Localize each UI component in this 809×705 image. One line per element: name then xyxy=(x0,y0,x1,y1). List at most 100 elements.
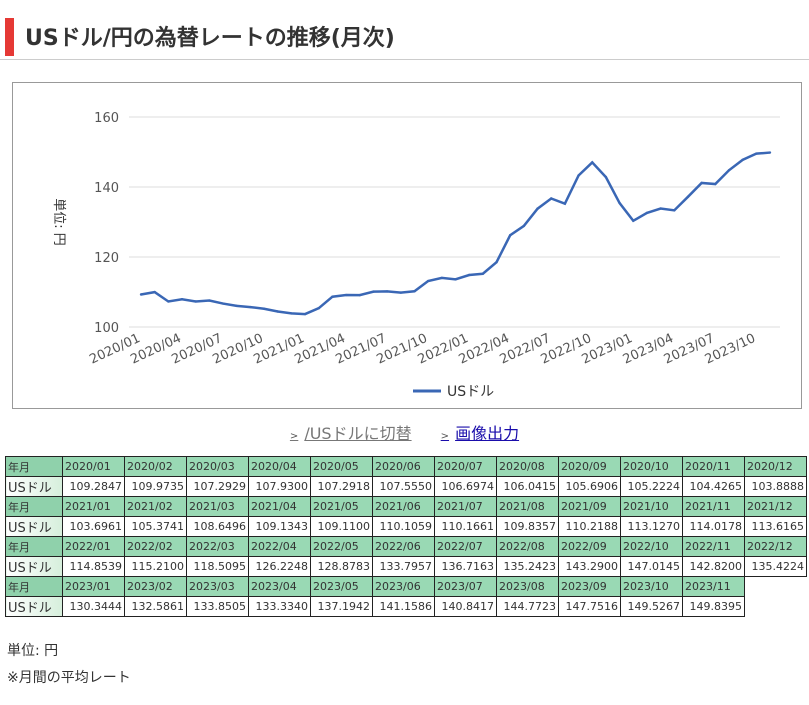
legend-label: USドル xyxy=(447,384,494,400)
data-point xyxy=(426,279,430,283)
rate-cell: 110.2188 xyxy=(558,516,621,537)
rate-cell: 105.6906 xyxy=(558,476,621,497)
data-point xyxy=(317,306,320,310)
month-cell: 2020/09 xyxy=(558,456,621,477)
month-cell: 2020/01 xyxy=(62,456,125,477)
data-point xyxy=(454,278,457,281)
y-tick-label: 160 xyxy=(94,111,119,126)
chart-container: 100 120 140 160 2020/01 2020/04 2020/07 2020/10… xyxy=(12,82,802,409)
month-cell: 2022/06 xyxy=(372,536,435,557)
export-image-link[interactable]: > 画像出力 xyxy=(441,424,519,443)
data-point xyxy=(221,302,225,305)
data-point xyxy=(618,201,621,205)
chevron-right-icon: > xyxy=(289,431,299,442)
data-point xyxy=(563,202,567,205)
month-cell: 2020/07 xyxy=(434,456,497,477)
rate-cell: 115.2100 xyxy=(124,556,187,577)
rate-table: 年月 2020/01 2020/02 2020/03 2020/04 2020/05 202… xyxy=(5,456,807,617)
rate-cell: 103.6961 xyxy=(62,516,125,537)
table-row-months: 年月 2022/01 2022/02 2022/03 2022/04 2022/05 202… xyxy=(5,536,807,557)
data-point xyxy=(755,152,758,155)
row-header-month: 年月 xyxy=(5,496,63,517)
rate-cell: 106.6974 xyxy=(434,476,497,497)
data-point xyxy=(167,300,170,303)
table-row-rates: USドル 114.8539 115.2100 118.5095 126.2248 128.… xyxy=(5,556,807,577)
data-point xyxy=(194,300,197,303)
row-header-usd: USドル xyxy=(5,476,63,497)
data-point xyxy=(700,181,703,185)
rate-cell: 135.2423 xyxy=(496,556,559,577)
month-cell: 2020/11 xyxy=(682,456,745,477)
data-point xyxy=(372,290,375,293)
month-cell: 2021/10 xyxy=(620,496,683,517)
data-point xyxy=(139,293,143,296)
data-point xyxy=(727,169,731,172)
row-header-month: 年月 xyxy=(5,576,63,597)
rate-cell: 105.3741 xyxy=(124,516,187,537)
rate-cell: 104.4265 xyxy=(682,476,745,497)
month-cell: 2021/07 xyxy=(434,496,497,517)
month-cell: 2023/04 xyxy=(248,576,311,597)
month-cell: 2022/11 xyxy=(682,536,745,557)
rate-cell: 113.1270 xyxy=(620,516,683,537)
data-point xyxy=(604,175,608,179)
month-cell: 2020/03 xyxy=(186,456,249,477)
month-cell: 2021/04 xyxy=(248,496,311,517)
data-point xyxy=(495,261,498,264)
month-cell: 2021/06 xyxy=(372,496,435,517)
data-point xyxy=(686,195,690,199)
month-cell: 2022/03 xyxy=(186,536,249,557)
month-cell: 2022/09 xyxy=(558,536,621,557)
data-point xyxy=(303,312,307,316)
table-row-rates: USドル 109.2847 109.9735 107.2929 107.9300 107.… xyxy=(5,476,807,497)
line-chart: 1001201401602020/012020/042020/072020/10… xyxy=(51,111,780,400)
rate-cell: 149.8395 xyxy=(682,596,745,617)
page-title: USドル/円の為替レートの推移(月次) xyxy=(25,26,395,51)
month-cell: 2022/05 xyxy=(310,536,373,557)
data-point xyxy=(153,290,156,294)
switch-currency-link[interactable]: > /USドルに切替 xyxy=(290,424,412,443)
rate-cell: 147.0145 xyxy=(620,556,683,577)
rate-cell: 106.0415 xyxy=(496,476,559,497)
rate-cell: 108.6496 xyxy=(186,516,249,537)
chevron-right-icon: > xyxy=(440,431,450,442)
rate-cell: 144.7723 xyxy=(496,596,559,617)
rate-cell: 107.2918 xyxy=(310,476,373,497)
rate-cell: 128.8783 xyxy=(310,556,373,577)
rate-cell: 132.5861 xyxy=(124,596,187,617)
month-cell: 2021/11 xyxy=(682,496,745,517)
month-cell: 2021/12 xyxy=(744,496,807,517)
rate-cell: 110.1661 xyxy=(434,516,497,537)
note-text: ※月間の平均レート xyxy=(7,670,131,686)
data-point xyxy=(249,305,252,309)
data-point xyxy=(467,273,471,277)
month-cell: 2022/02 xyxy=(124,536,187,557)
data-point xyxy=(550,197,553,200)
data-point xyxy=(344,293,348,297)
month-cell: 2023/05 xyxy=(310,576,373,597)
month-cell: 2021/08 xyxy=(496,496,559,517)
month-cell: 2023/11 xyxy=(682,576,745,597)
data-point xyxy=(632,219,635,222)
month-cell: 2021/01 xyxy=(62,496,125,517)
row-header-usd: USドル xyxy=(5,596,63,617)
data-point xyxy=(645,211,649,215)
switch-currency-label: /USドルに切替 xyxy=(304,424,412,443)
rate-cell: 110.1059 xyxy=(372,516,435,537)
row-header-usd: USドル xyxy=(5,516,63,537)
rate-cell: 109.9735 xyxy=(124,476,187,497)
rate-cell: 137.1942 xyxy=(310,596,373,617)
rate-cell: 107.5550 xyxy=(372,476,435,497)
month-cell: 2021/03 xyxy=(186,496,249,517)
data-point xyxy=(714,182,717,186)
row-header-usd: USドル xyxy=(5,556,63,577)
month-cell: 2023/10 xyxy=(620,576,683,597)
y-tick-label: 120 xyxy=(94,251,119,266)
month-cell: 2020/08 xyxy=(496,456,559,477)
month-cell: 2020/12 xyxy=(744,456,807,477)
title-accent-bar xyxy=(5,18,14,56)
month-cell: 2022/12 xyxy=(744,536,807,557)
data-point xyxy=(481,272,485,275)
row-header-month: 年月 xyxy=(5,536,63,557)
rate-cell: 107.2929 xyxy=(186,476,249,497)
